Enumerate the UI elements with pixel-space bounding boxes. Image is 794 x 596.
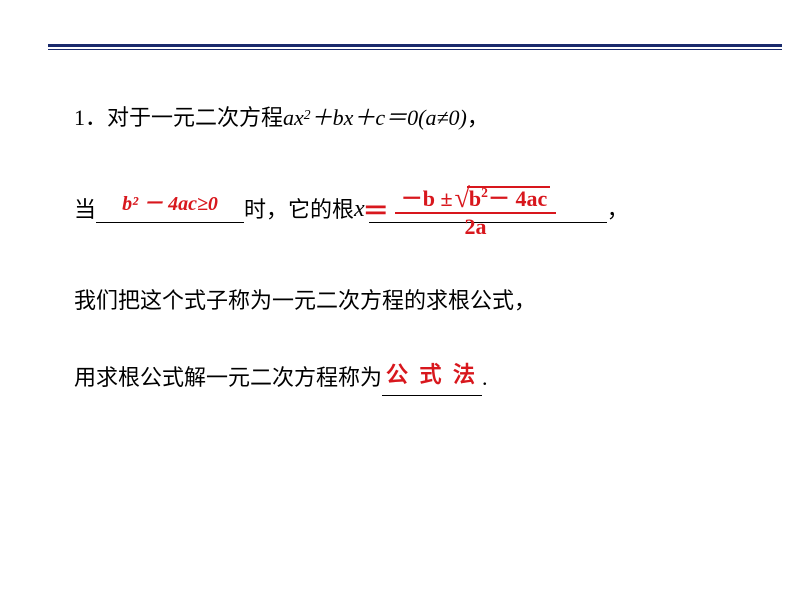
eq-sign: ＝	[363, 191, 389, 233]
eq-ax: ax	[283, 100, 304, 135]
top-rule	[48, 44, 782, 50]
line-2: 当 b² － 4ac≥0 时，它的根 x ＝ －b ± √ b	[74, 177, 734, 241]
denominator: 2a	[458, 216, 492, 238]
rad-b: b	[469, 188, 481, 210]
eq-exp: 2	[304, 104, 311, 126]
text-line4-suffix: .	[482, 360, 488, 395]
fill-discriminant: b² － 4ac≥0	[96, 188, 244, 220]
numerator: －b ± √ b 2 － 4ac	[395, 186, 557, 210]
text-comma: ，	[607, 192, 629, 227]
text-prefix: 1．对于一元二次方程	[74, 100, 283, 135]
num-pre: －b ±	[401, 188, 453, 210]
text-shi: 时，它的根	[244, 192, 354, 227]
radicand: b 2 － 4ac	[467, 186, 550, 210]
text-suffix: ，	[467, 100, 489, 135]
slide-content: 1．对于一元二次方程 ax 2 ＋bx＋c＝0(a≠0) ， 当 b² － 4a…	[74, 100, 734, 396]
line-3: 我们把这个式子称为一元二次方程的求根公式，	[74, 283, 734, 318]
fraction: －b ± √ b 2 － 4ac 2a	[395, 186, 557, 238]
sqrt: √ b 2 － 4ac	[455, 186, 551, 210]
quadratic-formula: ＝ －b ± √ b 2 － 4ac	[363, 186, 557, 238]
text-line3: 我们把这个式子称为一元二次方程的求根公式，	[74, 283, 536, 318]
blank-formula: ＝ －b ± √ b 2 － 4ac	[369, 195, 607, 223]
line-1: 1．对于一元二次方程 ax 2 ＋bx＋c＝0(a≠0) ，	[74, 100, 734, 135]
fill-method: 公 式 法	[382, 357, 482, 392]
formula-wrap: ＝ －b ± √ b 2 － 4ac	[365, 195, 607, 223]
text-line4-pre: 用求根公式解一元二次方程称为	[74, 360, 382, 395]
blank-discriminant: b² － 4ac≥0	[96, 195, 244, 223]
text-dang: 当	[74, 192, 96, 227]
rad-rest: － 4ac	[488, 188, 547, 210]
rad-exp: 2	[481, 186, 488, 200]
blank-method: 公 式 法	[382, 368, 482, 396]
radical-sign: √	[455, 188, 470, 212]
line-4: 用求根公式解一元二次方程称为 公 式 法 .	[74, 360, 734, 395]
eq-rest: ＋bx＋c＝0(a≠0)	[311, 100, 467, 135]
